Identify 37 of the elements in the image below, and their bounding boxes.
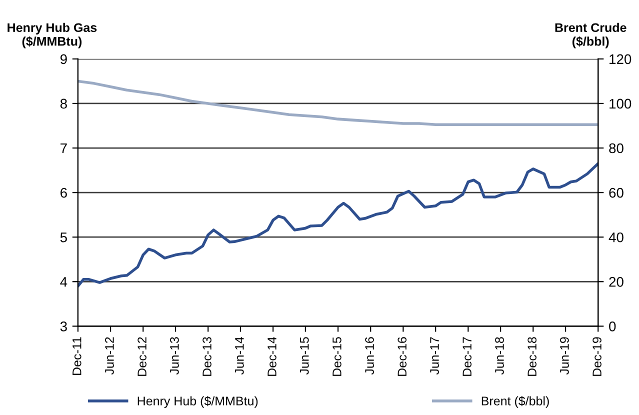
x-tick-label: Jun-13: [170, 337, 179, 375]
y2-tick-label: 20: [609, 276, 624, 287]
y2-tick-label: 120: [610, 54, 632, 64]
x-tick-label: Jun-19: [560, 337, 569, 375]
x-tick-label: Jun-16: [365, 337, 374, 375]
y2-tick-label: 40: [608, 232, 624, 242]
x-tick-label: Jun-18: [495, 337, 504, 375]
line-series: [78, 162, 598, 288]
x-tick-label: Jun-17: [430, 337, 439, 375]
y2-tick-label: 80: [609, 143, 624, 154]
y2-tick-label: 0: [609, 322, 616, 332]
y-tick-label: 8: [60, 98, 67, 109]
y-tick-label: 4: [60, 277, 68, 287]
y-tick-label: 3: [60, 322, 67, 332]
y-axis-title: Henry Hub Gas ($/MMBtu): [8, 22, 97, 48]
y-tick-label: 6: [60, 188, 67, 198]
x-tick-label: Jun-15: [300, 337, 309, 375]
y2-tick-label: 100: [610, 98, 632, 109]
legend-label: Henry Hub ($/MMBtu): [138, 396, 258, 408]
x-tick-label: Dec-17: [462, 337, 472, 376]
x-tick-label: Dec-18: [528, 337, 536, 376]
y2-axis-title: Brent Crude ($/bbl): [555, 22, 626, 48]
y-tick-label: 5: [60, 232, 67, 242]
x-tick-label: Dec-14: [268, 336, 276, 376]
x-tick-label: Dec-13: [202, 337, 212, 376]
x-tick-label: Dec-16: [398, 337, 407, 376]
x-tick-label: Dec-15: [332, 337, 342, 376]
legend-label: Brent ($/bbl): [482, 396, 549, 408]
x-tick-label: Dec-12: [138, 337, 146, 376]
x-tick-label: Dec-19: [592, 337, 602, 376]
x-tick-label: Jun-12: [105, 337, 114, 375]
x-tick-label: Dec-11: [72, 337, 82, 375]
line-series: [78, 80, 598, 126]
y-tick-label: 7: [60, 143, 67, 154]
x-tick-label: Jun-14: [235, 336, 244, 375]
y2-tick-label: 60: [609, 188, 624, 198]
y-tick-label: 9: [60, 54, 67, 64]
